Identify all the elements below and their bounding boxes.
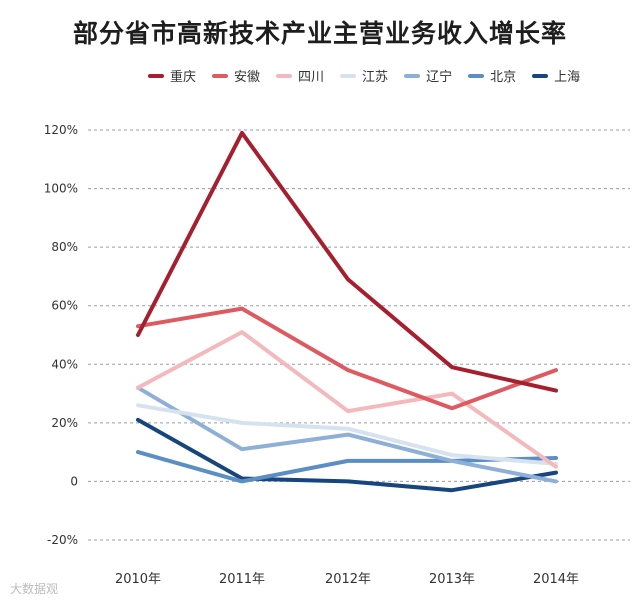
x-tick-label: 2010年 (115, 572, 161, 587)
y-tick-label: 0 (70, 474, 78, 488)
series-line-江苏 (136, 403, 558, 466)
series-line-辽宁 (136, 385, 558, 484)
y-tick-label: 40% (51, 357, 78, 371)
legend-label: 江苏 (362, 70, 389, 85)
legend-swatch (148, 73, 164, 78)
legend-swatch (276, 73, 293, 78)
x-tick-label: 2014年 (533, 572, 579, 587)
legend: 重庆 安徽 四川 江苏 辽宁 北京 上海 (148, 66, 580, 85)
series-line-四川 (136, 330, 558, 469)
legend-item: 江苏 (340, 66, 388, 85)
legend-item: 重庆 (148, 66, 196, 85)
legend-label: 北京 (490, 70, 517, 85)
y-tick-label: 80% (51, 240, 78, 254)
series-line-重庆 (136, 130, 558, 393)
y-tick-label: -20% (47, 533, 78, 547)
chart-title: 部分省市高新技术产业主营业务收入增长率 (72, 19, 567, 48)
legend-swatch (532, 73, 549, 78)
legend-label: 辽宁 (426, 70, 453, 85)
legend-label: 上海 (554, 70, 581, 85)
series-line-上海 (136, 417, 558, 493)
legend-item: 辽宁 (404, 66, 452, 85)
legend-item: 四川 (276, 66, 324, 85)
x-tick-label: 2013年 (429, 572, 475, 587)
legend-item: 上海 (532, 66, 580, 85)
legend-label: 重庆 (170, 70, 197, 85)
legend-label: 四川 (298, 70, 325, 85)
x-tick-label: 2012年 (325, 572, 371, 587)
watermark-text: 大数据观 (10, 582, 59, 596)
y-tick-label: 20% (51, 416, 78, 430)
legend-swatch (468, 73, 485, 78)
legend-item: 北京 (468, 66, 516, 85)
x-tick-label: 2011年 (219, 572, 265, 587)
legend-item: 安徽 (212, 66, 260, 85)
y-tick-label: 100% (44, 182, 78, 196)
legend-label: 安徽 (234, 70, 261, 85)
legend-swatch (340, 73, 357, 78)
series-line-安徽 (136, 306, 558, 411)
y-tick-label: 120% (44, 123, 78, 137)
y-tick-label: 60% (51, 299, 78, 313)
legend-swatch (404, 73, 421, 78)
legend-swatch (212, 73, 229, 78)
watermark: 大数据观 (10, 580, 58, 597)
